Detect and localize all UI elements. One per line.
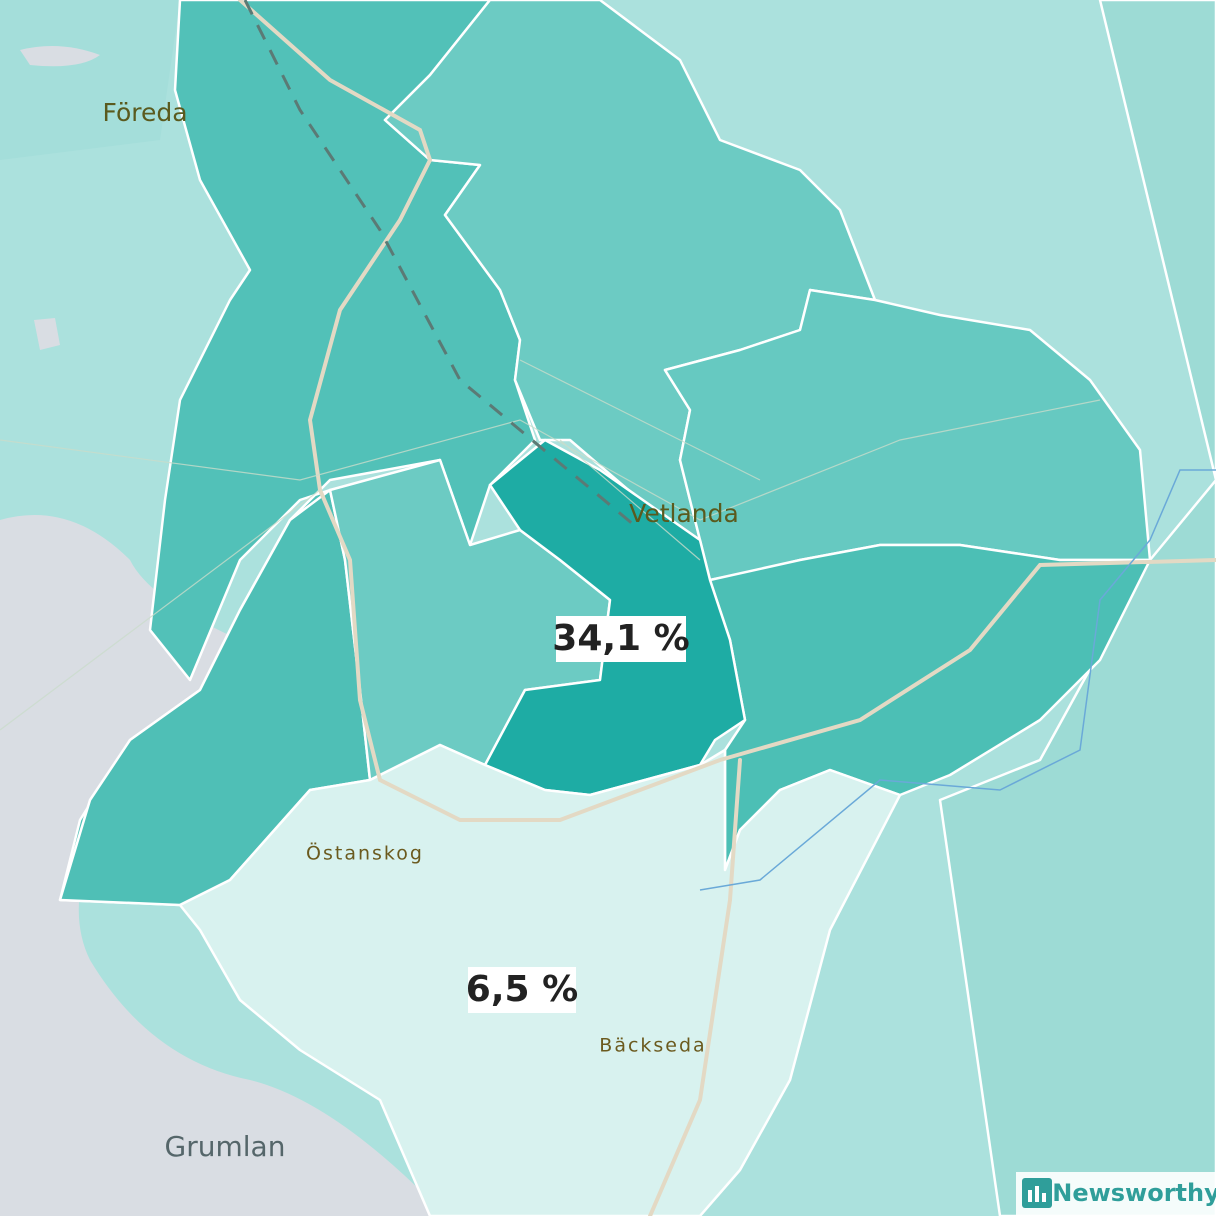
place-label: Vetlanda xyxy=(629,499,739,528)
value-label: 6,5 % xyxy=(466,969,578,1010)
lake-label: Grumlan xyxy=(165,1130,286,1163)
place-label: Föreda xyxy=(102,98,187,127)
brand-name: Newsworthy xyxy=(1052,1179,1216,1207)
road xyxy=(307,158,1216,822)
stream xyxy=(699,469,1216,891)
lake xyxy=(20,46,100,67)
road xyxy=(238,0,432,162)
value-label-box xyxy=(556,616,686,662)
value-label: 34,1 % xyxy=(552,618,689,659)
road xyxy=(648,758,742,1216)
minor-road xyxy=(0,359,1101,731)
neighbour-region xyxy=(0,0,180,160)
place-label: Bäckseda xyxy=(599,1035,706,1057)
lake xyxy=(34,318,60,350)
place-label: Östanskog xyxy=(306,842,424,865)
neighbour-region xyxy=(938,0,1216,1216)
value-label-box xyxy=(468,967,576,1013)
lake xyxy=(0,515,430,1216)
region xyxy=(708,543,1152,872)
brand-logo xyxy=(1022,1178,1052,1208)
